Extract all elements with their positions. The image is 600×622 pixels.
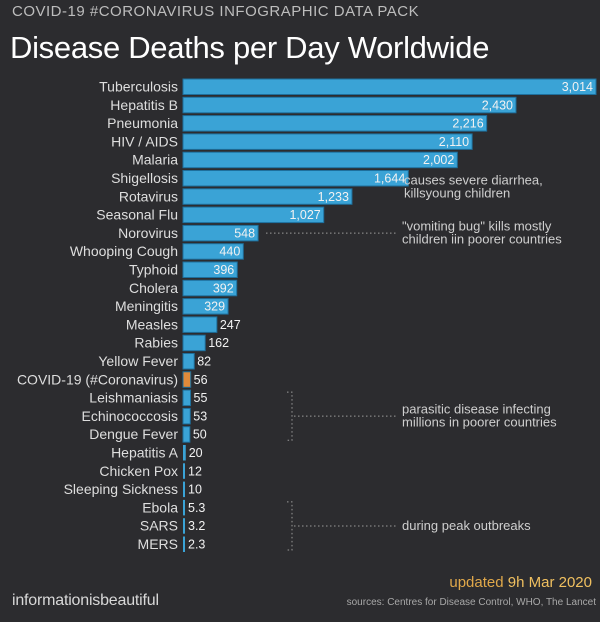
category-label: Rabies [134,335,178,351]
bar [182,371,192,388]
value-label: 2,430 [482,98,513,112]
bar [182,407,191,425]
bar [182,151,458,169]
value-label: 440 [219,245,240,259]
category-label: COVID-19 (#Coronavirus) [17,371,178,387]
value-label: 2,216 [452,117,483,131]
updated-date: 9h Mar 2020 [507,574,592,591]
bar [182,243,244,260]
value-label: 1,027 [289,208,320,222]
category-label: Dengue Fever [89,426,178,442]
bar [183,518,185,534]
bar [182,224,259,242]
bar [182,334,206,352]
pack-title: COVID-19 #CORONAVIRUS INFOGRAPHIC DATA P… [12,3,420,20]
bar [183,481,185,498]
annotation-text: children iin poorer countries [402,232,562,247]
annotation-bracket [287,391,293,441]
value-label: 82 [197,355,211,369]
annotation-text: killsyoung children [404,185,510,200]
bar [182,206,325,224]
category-label: Whooping Cough [70,243,178,259]
value-label: 12 [188,464,202,478]
bar [182,261,238,278]
value-label: 53 [193,409,207,423]
value-label: 548 [234,226,255,240]
category-label: Yellow Fever [98,353,178,369]
category-label: Measles [126,316,178,332]
value-label: 55 [194,391,208,405]
category-label: Norovirus [118,225,178,241]
category-label: Leishmaniasis [89,390,178,406]
bar [182,389,192,407]
category-label: Hepatitis B [110,97,178,113]
bar [182,279,238,297]
bar [183,499,185,516]
bar [182,353,195,370]
category-label: Hepatitis A [111,445,179,461]
category-label: Ebola [142,499,178,515]
updated-note: updated 9h Mar 2020 [449,574,592,591]
annotation-text: millions in poorer countries [402,415,557,430]
value-label: 5.3 [188,501,205,515]
value-label: 392 [213,281,234,295]
value-label: 396 [213,263,234,277]
annotation-bracket [287,501,293,551]
value-label: 1,233 [318,190,349,204]
category-label: Shigellosis [111,170,178,186]
category-label: Rotavirus [119,188,178,204]
bar [183,445,186,461]
value-label: 10 [188,483,202,497]
bar [183,536,185,552]
category-label: Chicken Pox [99,463,178,479]
bar [182,426,191,443]
category-label: MERS [138,536,178,552]
category-label: Sleeping Sickness [64,481,178,497]
category-label: Tuberculosis [99,79,178,95]
annotation-text: during peak outbreaks [402,518,531,533]
bar [182,298,229,315]
page-title: Disease Deaths per Day Worldwide [10,30,490,65]
category-label: Cholera [129,280,178,296]
category-label: Echinococcosis [82,408,179,424]
category-label: SARS [140,518,178,534]
sources-note: sources: Centres for Disease Control, WH… [346,597,596,608]
bar [183,463,185,479]
value-label: 2,002 [423,153,454,167]
updated-prefix: updated [449,574,504,591]
category-label: Meningitis [115,298,178,314]
value-label: 50 [193,428,207,442]
annotation-text: parasitic disease infecting [402,402,551,417]
value-label: 20 [189,446,203,460]
value-label: 2,110 [439,135,469,149]
value-label: 3.2 [188,519,205,533]
category-label: HIV / AIDS [111,133,178,149]
category-label: Malaria [132,152,178,168]
category-label: Pneumonia [107,115,178,131]
bar [182,316,218,333]
value-label: 3,014 [562,80,593,94]
bar [182,133,473,150]
value-label: 247 [220,318,241,332]
brand-logo: informationisbeautiful [12,592,159,609]
bar [182,115,488,132]
bar [182,188,353,205]
bar [182,170,409,187]
annotation-text: causes severe diarrhea, [404,172,543,187]
value-label: 56 [194,373,208,387]
value-label: 1,644 [374,172,405,186]
bar [182,78,597,95]
value-label: 329 [204,300,225,314]
category-label: Typhoid [129,262,178,278]
category-label: Seasonal Flu [96,207,178,223]
value-label: 2.3 [188,538,205,552]
annotation-text: "vomiting bug" kills mostly [402,219,552,234]
value-label: 162 [208,336,229,350]
bar [182,96,517,114]
